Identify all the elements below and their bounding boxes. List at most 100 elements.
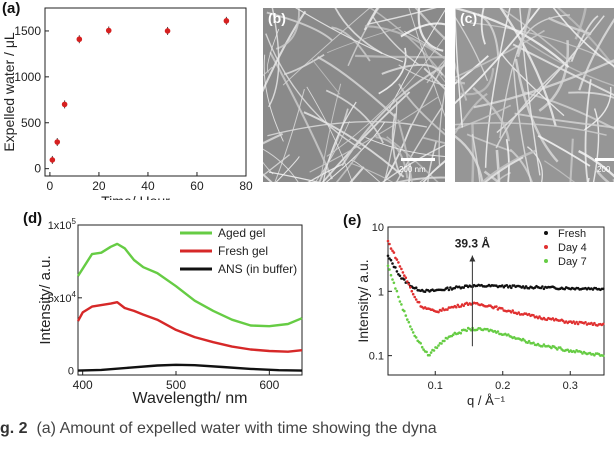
data-point-e [496,330,500,333]
fiber [583,86,612,131]
fiber [283,54,325,76]
data-point-a [49,157,56,163]
fiber [423,67,445,91]
data-point-e [602,354,605,358]
x-tick-label-d: 600 [259,378,279,392]
data-point-e [542,287,546,291]
data-point-e [389,258,393,262]
legend-label-e: Day 7 [558,256,587,268]
data-point-e [395,258,399,261]
fiber [263,132,284,145]
fiber [471,133,481,182]
data-point-e [400,267,403,271]
data-point-e [391,249,394,253]
fiber [275,156,300,182]
fiber [335,151,361,182]
data-point-e [538,315,541,318]
data-point-e [422,348,425,351]
data-point-e [572,320,575,323]
fiber [592,108,600,182]
fiber [544,160,576,182]
fiber [263,161,274,175]
data-point-e [584,321,587,324]
fiber [398,64,445,87]
y-tick-label-d: 0 [68,366,74,378]
scale-bar-label-c: 200 [597,165,611,174]
data-point-e [407,320,411,324]
data-point-e [524,285,528,288]
y-tick-label-e: 1 [378,286,384,298]
chart-a: 0 20 40 60 80 0 500 1000 1500 Time/ Hour Expelled … [1,7,253,200]
data-point-e [541,345,544,348]
scale-bar-c [595,158,614,161]
data-point-e [576,322,580,326]
fiber [538,40,570,112]
fiber [303,111,405,178]
y-tick-label-a: 500 [21,116,41,130]
data-point-e [550,346,553,350]
data-point-a [61,101,68,108]
x-tick-label-d: 400 [73,378,93,392]
fiber [355,54,445,59]
data-point-e [443,339,446,343]
fiber [455,104,512,131]
data-point-e [410,328,414,331]
fiber [263,54,284,142]
data-point-e [398,274,402,278]
data-point-e [469,328,473,332]
fiber [306,86,353,182]
fiber [455,8,570,68]
data-point-e [391,262,394,265]
scale-bar-label-b: 200 nm [399,165,426,174]
chart-d: 400 500 600 0 5x104 1x105 Wavelength/ nm Intens… [37,217,303,407]
fiber [268,8,280,108]
data-point-e [395,289,399,293]
fiber [512,67,532,182]
fiber [307,162,345,182]
x-tick-label-a: 80 [239,179,253,193]
data-point-e [401,271,405,274]
data-point-e [449,286,452,289]
data-point-a [76,36,83,43]
y-tick-label-a: 0 [34,162,41,176]
data-point-e [523,286,526,290]
data-point-e [486,327,489,331]
fiber [481,149,537,182]
fiber [388,9,445,109]
data-point-e [411,292,415,296]
data-point-e [563,287,566,291]
data-point-e [556,348,559,351]
fiber [547,16,592,36]
data-point-e [420,345,424,349]
figure-caption: g. 2 (a) Amount of expelled water with t… [0,420,614,454]
legend-marker-e [544,259,548,263]
data-point-e [397,261,400,264]
legend-label-d: Aged gel [218,226,265,240]
data-point-e [425,350,428,354]
data-point-e [406,318,409,321]
fiber [398,83,445,136]
chart-e: 0.1 0.2 0.3 0.1 1 10 q / Å⁻¹ Intensity/ a.u. Fre… [355,222,605,408]
data-point-e [414,298,418,301]
fiber [309,96,439,173]
fiber [263,66,273,77]
fiber [455,8,463,128]
fiber [282,8,371,86]
data-point-a [105,27,112,34]
data-point-e [510,286,513,290]
x-tick-label-e: 0.1 [428,380,443,392]
plot-frame-d [77,224,303,376]
fiber [367,8,437,25]
y-axis-label-e: Intensity/ a.u. [355,259,371,342]
legend-label-e: Fresh [558,228,586,240]
plot-frame-e [387,226,605,376]
series-line-d [76,242,303,328]
fiber [400,22,445,38]
y-tick-label-d: 1x105 [48,217,77,232]
data-point-e [414,336,418,339]
fiber [422,45,445,83]
fiber [455,55,489,85]
data-point-e [398,265,402,268]
fiber [484,156,524,182]
fiber [318,108,349,182]
